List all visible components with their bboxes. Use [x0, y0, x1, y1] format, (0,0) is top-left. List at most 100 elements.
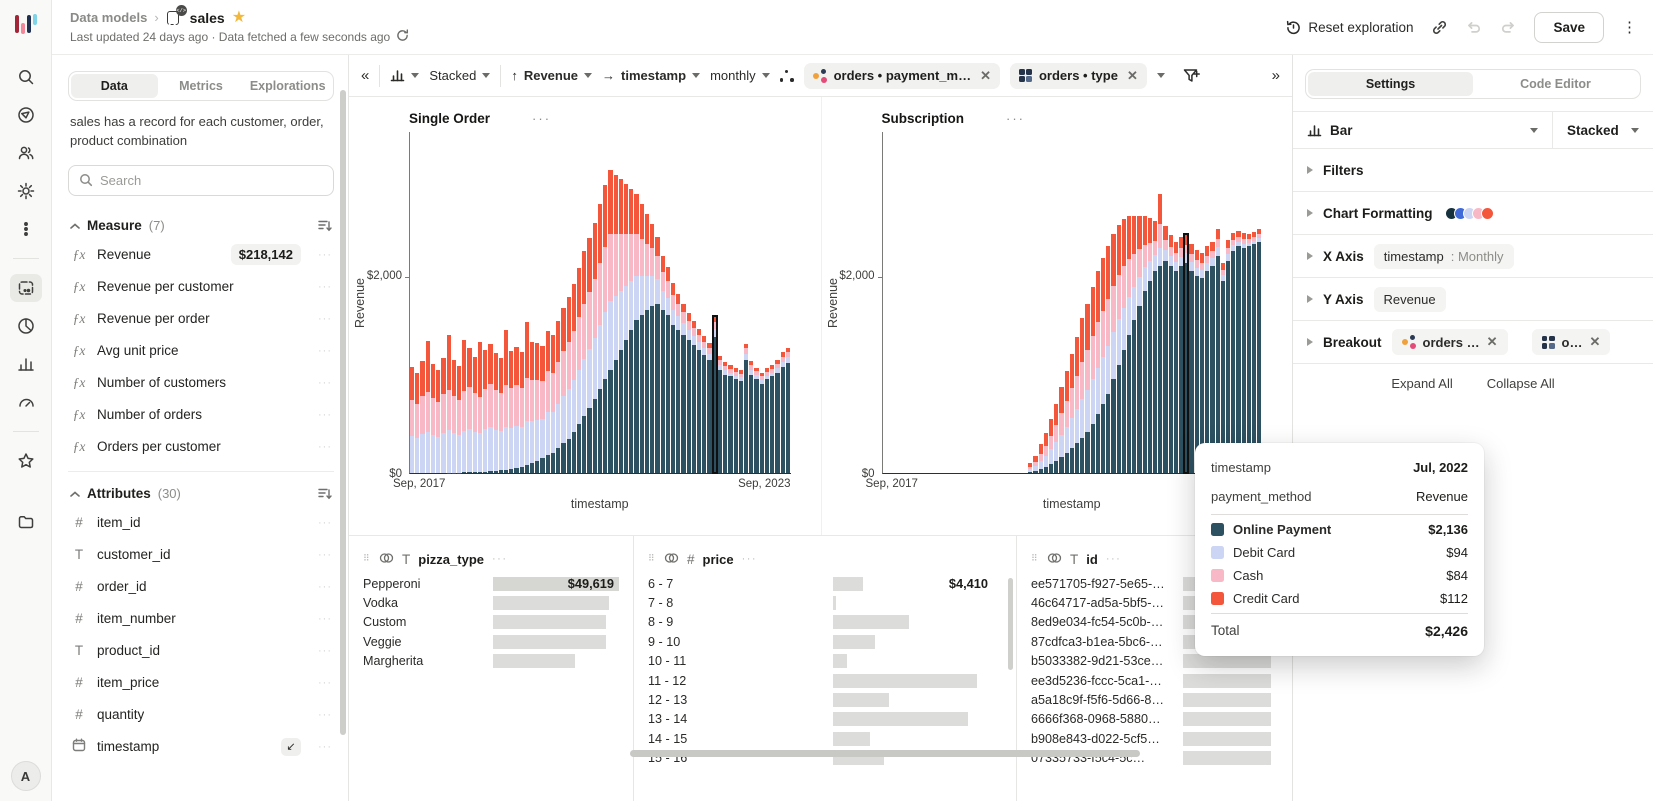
stacked-bar[interactable] — [1205, 246, 1210, 473]
stacked-bar[interactable] — [1085, 303, 1090, 473]
stacked-bar[interactable] — [1246, 233, 1251, 473]
stacked-bar[interactable] — [545, 331, 550, 473]
stacked-bar[interactable] — [535, 343, 540, 473]
field-search[interactable] — [68, 164, 334, 196]
data-panel-scrollbar[interactable] — [340, 90, 346, 735]
close-icon[interactable]: ✕ — [1589, 334, 1601, 349]
expand-panel-icon[interactable]: » — [1271, 67, 1280, 84]
drag-handle-icon[interactable]: ⠿ — [363, 553, 371, 564]
granularity-picker[interactable]: monthly — [710, 68, 770, 83]
stacked-bar[interactable] — [785, 347, 790, 473]
measure-item-revenue[interactable]: ƒx Revenue $218,142 ··· — [68, 239, 334, 271]
summary-row[interactable]: 12 - 13 — [648, 690, 1002, 709]
chevron-right-icon[interactable] — [1307, 209, 1313, 217]
row-kebab-icon[interactable]: ··· — [318, 440, 332, 453]
breakout-chip-type[interactable]: o… ✕ — [1531, 329, 1611, 355]
stacked-bar[interactable] — [1059, 387, 1064, 473]
stacked-bar[interactable] — [618, 179, 623, 473]
stacked-bar[interactable] — [711, 314, 718, 475]
stacked-bar[interactable] — [723, 361, 728, 473]
breakout-chip-type[interactable]: orders • type ✕ — [1009, 62, 1147, 89]
chevron-right-icon[interactable] — [1307, 295, 1313, 303]
people-icon[interactable] — [10, 139, 42, 167]
tab-settings[interactable]: Settings — [1308, 72, 1473, 96]
refresh-icon[interactable] — [396, 29, 409, 45]
stacked-bar[interactable] — [639, 204, 644, 473]
expand-all-link[interactable]: Expand All — [1391, 376, 1453, 391]
stacked-bar[interactable] — [410, 366, 415, 473]
stacked-bar[interactable] — [1137, 215, 1142, 473]
stacked-bar[interactable] — [1049, 418, 1054, 473]
stacked-bar[interactable] — [744, 343, 749, 473]
x-axis-chip[interactable]: timestamp : Monthly — [1373, 243, 1514, 269]
stack-mode-picker[interactable]: Stacked — [429, 68, 491, 83]
stacked-bar[interactable] — [467, 347, 472, 473]
sort-icon[interactable] — [318, 487, 332, 500]
stacked-bar[interactable] — [754, 367, 759, 473]
stacked-bar[interactable] — [1251, 232, 1257, 473]
summary-row[interactable]: a5a18c9f-f5f6-5d66-8… — [1031, 690, 1278, 709]
summary-row[interactable]: 8 - 9 — [648, 613, 1002, 632]
summary-row[interactable]: 13 - 14 — [648, 710, 1002, 729]
stacked-bar[interactable] — [644, 213, 650, 473]
measure-item-revenue-per-order[interactable]: ƒx Revenue per order ··· — [68, 303, 334, 335]
tab-metrics[interactable]: Metrics — [179, 79, 223, 93]
stacked-bar[interactable] — [1142, 215, 1147, 473]
row-kebab-icon[interactable]: ··· — [318, 644, 332, 657]
stacked-bar[interactable] — [764, 368, 770, 473]
attribute-item-order_id[interactable]: # order_id ··· — [68, 571, 334, 603]
chart-kebab-icon[interactable]: ··· — [532, 111, 552, 126]
y-field-picker[interactable]: ↑ Revenue — [511, 68, 593, 83]
stacked-bar[interactable] — [1189, 243, 1194, 473]
stacked-bar[interactable] — [603, 185, 608, 473]
compass-icon[interactable] — [10, 101, 42, 129]
user-avatar[interactable]: A — [10, 761, 41, 791]
measure-item-orders-per-customer[interactable]: ƒx Orders per customer ··· — [68, 431, 334, 463]
row-kebab-icon[interactable]: ··· — [318, 408, 332, 421]
hex-logo-icon[interactable] — [14, 14, 37, 34]
reset-exploration-button[interactable]: Reset exploration — [1286, 20, 1413, 35]
collapse-all-link[interactable]: Collapse All — [1486, 376, 1555, 391]
star-icon[interactable] — [10, 447, 42, 475]
stacked-bar[interactable] — [1038, 444, 1043, 473]
close-icon[interactable]: ✕ — [980, 67, 991, 83]
stacked-bar[interactable] — [483, 350, 488, 473]
y-axis-section[interactable]: Y Axis Revenue — [1293, 278, 1653, 321]
stacked-bar[interactable] — [1183, 233, 1190, 474]
semantic-layer-icon[interactable] — [10, 312, 42, 340]
stacked-bar[interactable] — [514, 346, 519, 473]
row-kebab-icon[interactable]: ··· — [318, 676, 332, 689]
stacked-bar[interactable] — [446, 334, 451, 473]
stacked-bar[interactable] — [691, 320, 697, 473]
search-icon[interactable] — [10, 63, 42, 91]
stacked-bar[interactable] — [608, 169, 613, 473]
stacked-bar[interactable] — [733, 368, 738, 473]
stacked-bar[interactable] — [556, 321, 561, 473]
stacked-bar[interactable] — [1127, 215, 1132, 473]
stacked-bar[interactable] — [728, 365, 733, 473]
row-kebab-icon[interactable]: ··· — [318, 548, 332, 561]
stacked-bar[interactable] — [1111, 233, 1116, 473]
gear-icon[interactable] — [10, 177, 42, 205]
stacked-bar[interactable] — [775, 359, 780, 473]
stacked-bar[interactable] — [550, 335, 556, 473]
stacked-bar[interactable] — [1069, 353, 1075, 473]
stacked-bar[interactable] — [1064, 371, 1069, 473]
summary-row[interactable]: 9 - 10 — [648, 632, 1002, 651]
stacked-bar[interactable] — [456, 366, 462, 473]
chart-type-picker[interactable] — [390, 68, 420, 83]
measure-item-number-of-customers[interactable]: ƒx Number of customers ··· — [68, 367, 334, 399]
attribute-item-quantity[interactable]: # quantity ··· — [68, 699, 334, 731]
summary-row[interactable]: Vodka — [363, 593, 619, 612]
stacked-bar[interactable] — [670, 282, 676, 473]
stacked-bar[interactable] — [650, 223, 655, 473]
chevron-right-icon[interactable] — [1307, 166, 1313, 174]
summary-row[interactable]: Veggie — [363, 632, 619, 651]
stacked-bar[interactable] — [571, 283, 576, 473]
more-options-icon[interactable] — [10, 215, 42, 243]
stacked-bar[interactable] — [1231, 233, 1236, 473]
summary-row[interactable]: 6 - 7 $4,410 — [648, 574, 1002, 593]
stacked-bar[interactable] — [1220, 262, 1225, 473]
stacked-bar[interactable] — [1194, 249, 1199, 473]
stacked-bar[interactable] — [477, 341, 483, 473]
